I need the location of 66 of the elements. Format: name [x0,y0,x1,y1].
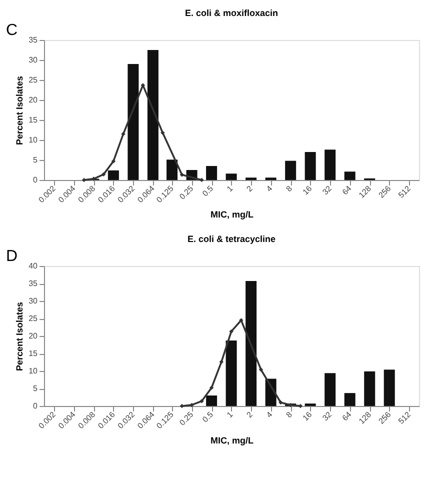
bar [344,172,356,180]
y-tick-label: 25 [28,76,38,84]
y-tick-label: 15 [28,349,38,358]
y-tick-label: 15 [28,116,38,124]
x-tick-label: 4 [264,184,275,194]
bar [128,64,139,180]
bar [324,373,336,406]
bar [206,396,218,406]
y-tick-label: 5 [33,384,38,393]
y-axis-title: Percent Isolates [14,302,25,372]
bar [384,370,395,406]
x-tick-label: 16 [301,184,314,197]
chart-title: E. coli & tetracycline [187,234,276,244]
x-tick-label: 2 [244,184,255,194]
x-tick-label: 0.5 [200,184,216,198]
x-tick-label: 0.25 [178,410,196,428]
x-tick-label: 0.25 [178,184,196,202]
x-tick-label: 4 [264,410,275,420]
y-tick-label: 0 [33,176,38,184]
x-tick-label: 128 [357,184,374,200]
x-axis-title: MIC, mg/L [210,209,254,220]
y-tick-label: 35 [28,279,38,288]
x-tick-label: 8 [284,184,294,194]
x-tick-label: 1 [225,410,236,420]
bar [246,281,257,406]
x-tick-label: 512 [396,184,413,200]
x-tick-label: 16 [301,410,314,423]
x-tick-label: 2 [244,410,255,420]
x-tick-label: 0.5 [200,410,216,424]
x-tick-label: 32 [320,184,334,197]
y-tick-label: 10 [28,366,38,376]
y-tick-label: 35 [28,36,38,44]
y-tick-label: 10 [28,136,38,144]
y-tick-label: 0 [33,402,38,410]
bar [324,150,336,180]
text: C [6,22,18,39]
x-axis-title: MIC, mg/L [210,435,254,446]
x-tick-label: 512 [396,410,413,426]
bar [226,174,237,180]
bar [206,166,218,180]
bar [285,160,296,180]
y-axis-title: Percent Isolates [14,76,25,146]
x-tick-label: 8 [284,410,294,420]
y-tick-label: 25 [28,314,38,323]
y-tick-label: 5 [33,156,38,164]
bar [226,340,237,406]
x-tick-label: 64 [340,410,354,423]
bar [166,160,178,180]
x-tick-label: 256 [376,184,394,200]
y-tick-label: 40 [28,262,38,270]
x-tick-label: 128 [357,410,374,426]
x-tick-label: 256 [376,410,394,426]
text: D [6,248,18,265]
bar [108,170,119,180]
x-tick-label: 1 [225,184,236,194]
chart-title: E. coli & moxifloxacin [184,8,278,18]
x-tick-label: 64 [340,184,354,197]
x-tick-label: 32 [320,410,334,423]
bar [344,393,356,406]
bar [304,152,316,180]
y-tick-label: 30 [28,296,38,306]
y-tick-label: 30 [28,56,38,64]
bar [147,50,158,180]
bar [364,371,376,406]
y-tick-label: 20 [28,332,38,340]
y-tick-label: 20 [28,96,38,104]
